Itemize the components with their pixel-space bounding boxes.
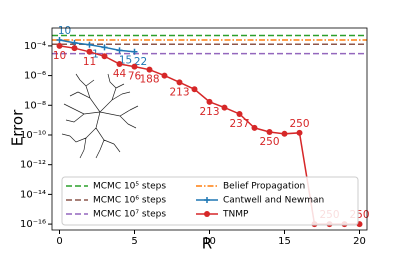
data-point: [236, 110, 243, 117]
y-axis-label: Error: [9, 109, 27, 146]
data-point: [101, 44, 108, 51]
data-point: [296, 129, 303, 136]
data-point: [176, 79, 183, 86]
y-tick-label: 10⁻¹⁰: [20, 130, 46, 141]
legend-label: MCMC 10⁶ steps: [93, 196, 166, 206]
y-tick-label: 10⁻⁶: [24, 71, 46, 82]
x-axis-label: R: [202, 235, 212, 253]
plot-frame: [51, 27, 368, 231]
legend-label: MCMC 10⁷ steps: [93, 210, 166, 220]
data-point: [56, 42, 63, 49]
point-label: 76: [128, 71, 142, 83]
legend-marker: [204, 197, 210, 203]
data-point: [191, 86, 198, 93]
point-label: 250: [259, 136, 279, 148]
data-point: [206, 98, 213, 105]
point-label: 1: [92, 49, 99, 61]
data-point: [86, 41, 93, 48]
data-point: [116, 47, 123, 54]
data-point: [131, 63, 138, 70]
x-tick-label: 5: [131, 236, 137, 247]
x-tick-label: 0: [56, 236, 62, 247]
x-tick-label: 10: [203, 236, 216, 247]
legend: MCMC 10⁵ steps MCMC 10⁶ steps MCMC 10⁷ ste…: [61, 176, 359, 226]
point-label: 11: [83, 56, 96, 68]
legend-marker: [204, 211, 210, 217]
data-point: [221, 104, 228, 111]
data-point: [131, 48, 138, 55]
point-label: 250: [289, 118, 309, 130]
legend-box: [61, 176, 359, 226]
y-tick-label: 10⁻⁴: [24, 41, 46, 52]
data-point: [251, 124, 258, 131]
data-point: [71, 45, 78, 52]
data-point: [116, 61, 123, 68]
legend-label: MCMC 10⁵ steps: [93, 182, 166, 192]
point-label: 44: [113, 68, 127, 80]
legend-label: TNMP: [222, 210, 249, 220]
legend-label: Cantwell and Newman: [223, 196, 324, 206]
point-label: 22: [134, 56, 147, 68]
point-label: 188: [139, 74, 159, 86]
y-tick-label: 10⁻¹⁴: [20, 189, 46, 200]
y-tick-label: 10⁻⁸: [24, 100, 46, 111]
y-tick-label: 10⁻¹²: [20, 160, 46, 171]
point-label: 213: [199, 106, 219, 118]
data-point: [161, 72, 168, 79]
x-tick-label: 15: [278, 236, 291, 247]
point-label: 10: [53, 50, 66, 62]
data-point: [101, 53, 108, 60]
data-point: [146, 66, 153, 73]
point-label: 10: [58, 25, 71, 37]
data-point: [71, 39, 78, 46]
point-label: 213: [169, 86, 189, 98]
point-label: 237: [229, 118, 249, 130]
legend-label: Belief Propagation: [223, 182, 305, 192]
x-tick-label: 20: [353, 236, 366, 247]
data-point: [56, 36, 63, 43]
data-point: [266, 128, 273, 135]
data-point: [281, 130, 288, 137]
tree-inset: [61, 73, 139, 159]
data-point: [86, 48, 93, 55]
y-tick-label: 10⁻¹⁶: [20, 219, 46, 230]
